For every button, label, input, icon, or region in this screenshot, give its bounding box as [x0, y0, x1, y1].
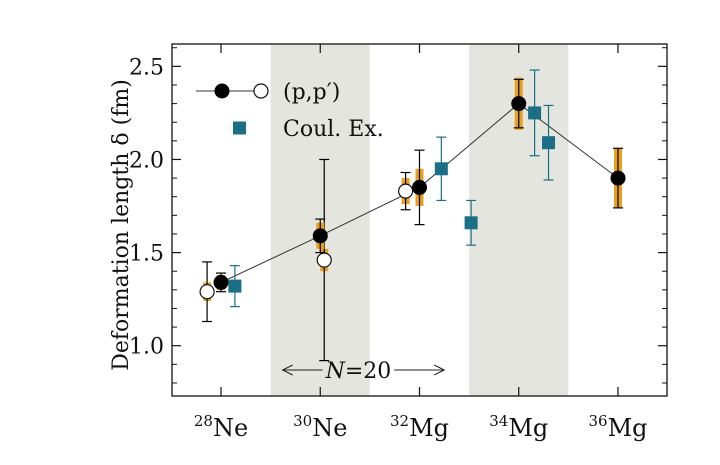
legend-marker-filled-circle: [214, 83, 230, 99]
data-point-pp-filled: [610, 170, 626, 186]
data-point-coulex: [528, 106, 542, 120]
annotation-n: N: [325, 359, 346, 384]
element-symbol: Mg: [608, 414, 648, 442]
data-point-pp-filled: [213, 274, 229, 290]
element-symbol: Mg: [409, 414, 449, 442]
data-point-pp-filled: [511, 96, 527, 112]
n20-annotation: N=20: [281, 359, 446, 384]
mass-number: 30: [293, 412, 312, 430]
mass-number: 36: [588, 412, 607, 430]
axis-ticks: [172, 44, 667, 396]
x-category-label: 30Ne: [293, 412, 347, 442]
data-point-pp-open: [316, 252, 332, 268]
annotation-label: N=20: [325, 359, 392, 384]
x-category-labels: 28Ne 30Ne 32Mg 34Mg 36Mg: [194, 412, 648, 442]
mass-number: 32: [390, 412, 409, 430]
legend-label-pp: (p,p′): [283, 80, 340, 105]
annotation-value: =20: [345, 359, 391, 384]
element-symbol: Mg: [508, 414, 548, 442]
element-symbol: Ne: [312, 414, 347, 442]
x-category-label: 36Mg: [588, 412, 647, 442]
annotation-arrowhead-left: [281, 364, 293, 376]
x-category-label: 34Mg: [489, 412, 548, 442]
y-tick-label: 2.5: [129, 55, 164, 80]
y-axis-label: Deformation length δ (fm): [109, 79, 134, 371]
legend-label-coulex: Coul. Ex.: [283, 117, 384, 142]
y-tick-label: 2.0: [129, 148, 164, 173]
element-symbol: Ne: [213, 414, 248, 442]
data-point-coulex: [434, 162, 448, 176]
x-category-label: 28Ne: [194, 412, 248, 442]
mass-number: 34: [489, 412, 508, 430]
data-point-pp-filled: [412, 179, 427, 195]
data-point-coulex: [464, 216, 478, 230]
y-tick-label: 1.5: [129, 242, 164, 267]
data-point-coulex: [228, 279, 242, 293]
data-point-coulex: [542, 136, 556, 150]
series-layer: [199, 69, 626, 362]
mass-number: 28: [194, 412, 213, 430]
legend-marker-open-circle: [253, 83, 269, 99]
data-point-pp-open: [199, 284, 215, 300]
annotation-arrowhead-right: [434, 364, 446, 376]
data-point-pp-open: [398, 183, 414, 199]
y-tick-labels: 1.0 1.5 2.0 2.5: [129, 55, 164, 359]
data-point-pp-filled: [312, 228, 328, 244]
x-category-label: 32Mg: [390, 412, 449, 442]
legend-marker-square: [233, 121, 246, 135]
y-tick-label: 1.0: [129, 335, 164, 360]
legend: (p,p′) Coul. Ex.: [196, 80, 384, 142]
